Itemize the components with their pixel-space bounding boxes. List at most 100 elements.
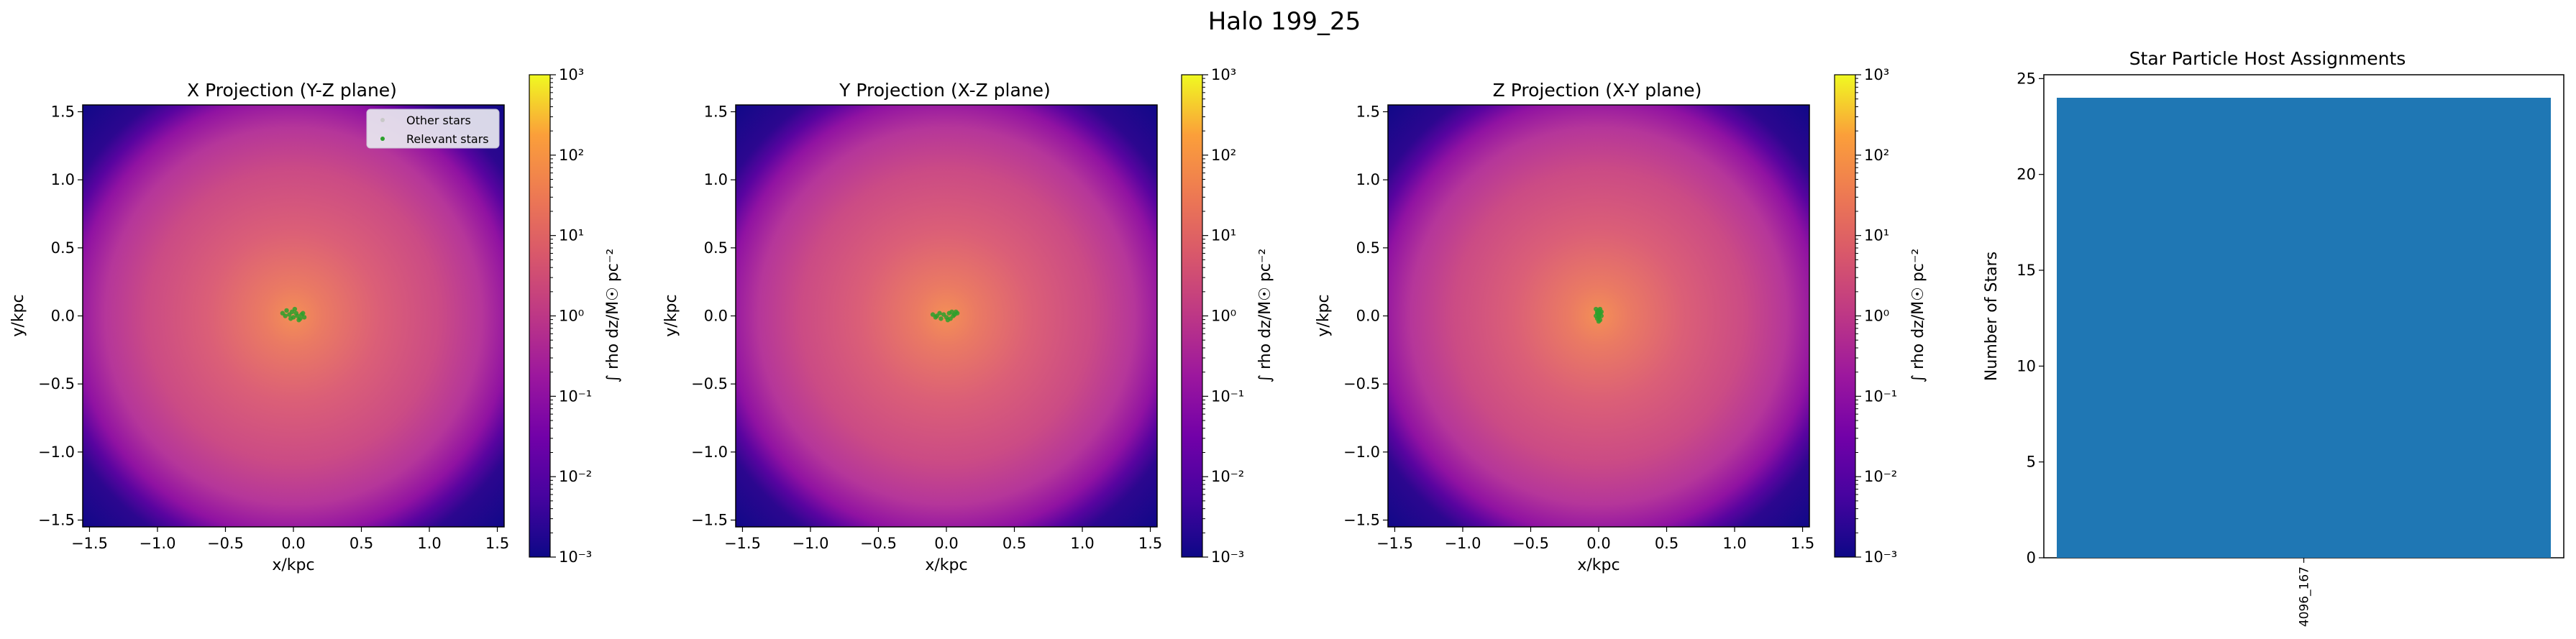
y-tick-label: 10 [2017, 357, 2036, 374]
y-tick-label: −0.5 [691, 375, 728, 392]
relevant-stars [280, 306, 307, 323]
y-tick-label: 0.5 [704, 239, 728, 257]
y-tick-label: 1.5 [1356, 103, 1380, 120]
colorbar-tick-label: 10⁻¹ [1211, 387, 1244, 405]
colorbar-tick-labels: 10⁻³ 10⁻² 10⁻¹ 10⁰ 10¹ 10² 10³ [1855, 66, 1897, 566]
y-tick-label: 20 [2017, 166, 2036, 183]
y-tick-label: 0.0 [51, 308, 75, 325]
y-axis-label: y/kpc [662, 294, 680, 336]
relevant-stars [930, 309, 960, 323]
x-tick-label: −0.5 [207, 535, 244, 552]
colorbar-label: ∫ rho dz/M☉ pc⁻² [1256, 249, 1274, 383]
y-tick-label: −0.5 [38, 375, 75, 392]
x-tick-label: 1.0 [1722, 535, 1746, 552]
colorbar-tick-label: 10⁻¹ [559, 387, 592, 405]
x-tick-label: −1.0 [139, 535, 175, 552]
star-marker [954, 309, 959, 315]
panel-title: Star Particle Host Assignments [2129, 48, 2406, 69]
star-marker [1597, 306, 1603, 312]
panel-x-projection: X Projection (Y-Z plane) −1.5 −1.0 −0.5 0.0… [9, 66, 622, 574]
panel-title: X Projection (Y-Z plane) [187, 80, 397, 101]
y-tick-label: 25 [2017, 70, 2036, 87]
y-tick-labels: 0 5 10 15 20 25 [2017, 70, 2044, 566]
y-tick-label: 15 [2017, 262, 2036, 279]
bar [2057, 98, 2551, 558]
colorbar-tick-label: 10⁻¹ [1864, 387, 1897, 405]
y-tick-label: 1.5 [704, 103, 728, 120]
star-marker [948, 316, 953, 321]
colorbar-tick-label: 10² [559, 147, 584, 164]
colorbar-tick-label: 10⁻² [1864, 468, 1897, 485]
x-tick-label: 1.0 [417, 535, 441, 552]
y-tick-label: 1.0 [704, 171, 728, 188]
y-tick-label: 0.5 [1356, 239, 1380, 257]
colorbar-tick-label: 10² [1864, 147, 1889, 164]
colorbar-tick-label: 10³ [1864, 66, 1889, 83]
colorbar-tick-label: 10⁻² [1211, 468, 1244, 485]
x-tick-labels: −1.5 −1.0 −0.5 0.0 0.5 1.0 1.5 [71, 527, 509, 552]
x-tick-label: −0.5 [1512, 535, 1549, 552]
colorbar-tick-label: 10¹ [1864, 227, 1889, 244]
x-tick-label: 1.5 [485, 535, 509, 552]
star-marker [938, 316, 944, 321]
x-axis-label: x/kpc [272, 556, 314, 574]
y-tick-label: 0.0 [1356, 308, 1380, 325]
x-tick-labels: 4096_167 [2298, 558, 2312, 627]
x-tick-label: 1.5 [1791, 535, 1814, 552]
x-tick-labels: −1.5 −1.0 −0.5 0.0 0.5 1.0 1.5 [1376, 527, 1814, 552]
x-tick-label: 0.5 [350, 535, 373, 552]
colorbar-label: ∫ rho dz/M☉ pc⁻² [1909, 249, 1927, 383]
x-tick-label: 4096_167 [2298, 566, 2312, 627]
x-tick-label: −1.5 [71, 535, 108, 552]
x-tick-label: 1.5 [1138, 535, 1162, 552]
x-tick-label: −1.5 [724, 535, 761, 552]
y-tick-label: −0.5 [1343, 375, 1380, 392]
x-tick-label: −0.5 [860, 535, 897, 552]
y-tick-label: −1.5 [1343, 512, 1380, 529]
x-tick-label: 0.0 [934, 535, 958, 552]
legend-label-other-stars: Other stars [406, 114, 471, 127]
legend-marker-relevant-stars [380, 137, 385, 141]
figure-title: Halo 199_25 [1208, 7, 1361, 36]
colorbar-tick-label: 10⁻³ [1864, 548, 1897, 566]
colorbar-label: ∫ rho dz/M☉ pc⁻² [604, 249, 622, 383]
y-tick-labels: −1.5 −1.0 −0.5 0.0 0.5 1.0 1.5 [1343, 103, 1388, 529]
star-marker [1596, 313, 1602, 318]
y-tick-label: 5 [2027, 454, 2036, 471]
bars [2057, 98, 2551, 558]
star-marker [292, 306, 298, 312]
colorbar-tick-label: 10³ [1211, 66, 1236, 83]
legend-label-relevant-stars: Relevant stars [406, 132, 489, 146]
colorbar-tick-label: 10⁰ [1211, 308, 1236, 325]
y-tick-label: 0 [2027, 549, 2036, 566]
x-tick-label: 0.0 [1586, 535, 1610, 552]
panel-title: Y Projection (X-Z plane) [839, 80, 1051, 101]
x-tick-label: −1.0 [792, 535, 828, 552]
legend: Other stars Relevant stars [366, 109, 500, 149]
y-tick-label: 1.5 [51, 103, 75, 120]
star-marker [937, 311, 942, 316]
colorbar-tick-labels: 10⁻³ 10⁻² 10⁻¹ 10⁰ 10¹ 10² 10³ [550, 66, 592, 566]
star-marker [301, 311, 306, 316]
colorbar-tick-label: 10¹ [559, 227, 584, 244]
colorbar-tick-label: 10¹ [1211, 227, 1236, 244]
star-marker [283, 313, 288, 318]
panel-host-assignments: Star Particle Host Assignments 0 5 10 15 20 2… [1983, 48, 2564, 627]
colorbar [529, 74, 551, 558]
star-marker [284, 308, 289, 313]
y-axis-label: y/kpc [1315, 294, 1333, 336]
colorbar [1181, 74, 1203, 558]
x-axis-label: x/kpc [925, 556, 967, 574]
star-marker [933, 315, 938, 320]
colorbar [1834, 74, 1856, 558]
x-tick-label: 1.0 [1070, 535, 1094, 552]
x-tick-label: 0.5 [1002, 535, 1026, 552]
colorbar-tick-label: 10⁻³ [559, 548, 592, 566]
legend-box [366, 109, 500, 149]
legend-marker-other-stars [380, 118, 385, 122]
x-tick-label: −1.0 [1444, 535, 1481, 552]
y-tick-labels: −1.5 −1.0 −0.5 0.0 0.5 1.0 1.5 [38, 103, 83, 529]
relevant-stars [1594, 306, 1604, 324]
colorbar-tick-label: 10⁻³ [1211, 548, 1244, 566]
